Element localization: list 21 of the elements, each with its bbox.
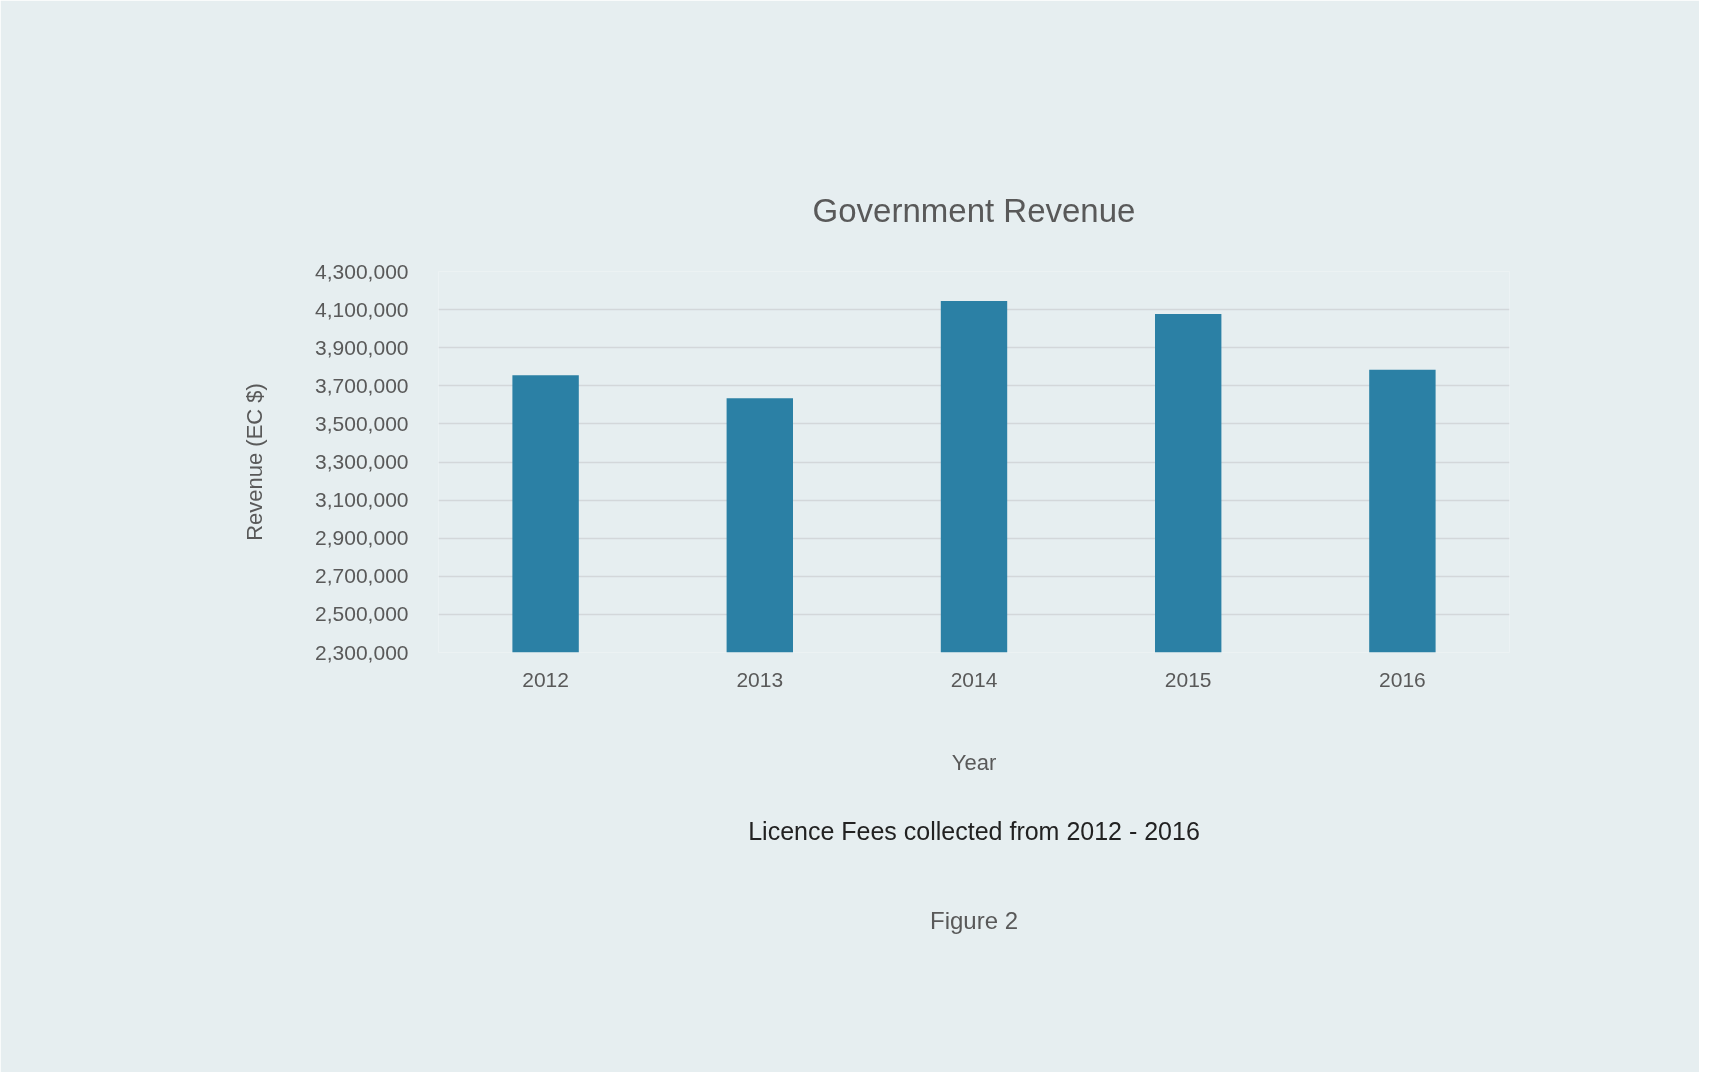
y-tick-label: 2,700,000 <box>315 564 409 588</box>
chart-title: Government Revenue <box>812 192 1136 229</box>
text: Licence Fees collected from 2012 - 2016 <box>748 817 1200 845</box>
y-axis-title: Revenue (EC $) <box>242 383 268 541</box>
y-tick-label: 3,500,000 <box>315 411 409 435</box>
x-tick-label: 2015 <box>1164 667 1212 691</box>
y-tick-label: 3,700,000 <box>315 373 409 397</box>
y-tick-label: 2,900,000 <box>315 526 409 550</box>
x-tick-label: 2013 <box>736 667 784 691</box>
y-tick-label: 2,300,000 <box>315 640 409 664</box>
x-tick-label: 2014 <box>950 667 998 691</box>
caption: Figure 2 <box>929 907 1019 934</box>
y-tick-label: 2,500,000 <box>315 602 409 626</box>
y-tick-label: 3,100,000 <box>315 488 409 512</box>
y-tick-label: 4,300,000 <box>315 259 409 283</box>
y-tick-label: 3,900,000 <box>315 335 409 359</box>
x-tick-label: 2012 <box>522 667 569 691</box>
y-tick-label: 3,300,000 <box>315 450 409 473</box>
y-tick-label: 4,100,000 <box>315 297 409 321</box>
x-axis-title: Year <box>951 749 997 775</box>
x-tick-label: 2016 <box>1379 667 1426 691</box>
